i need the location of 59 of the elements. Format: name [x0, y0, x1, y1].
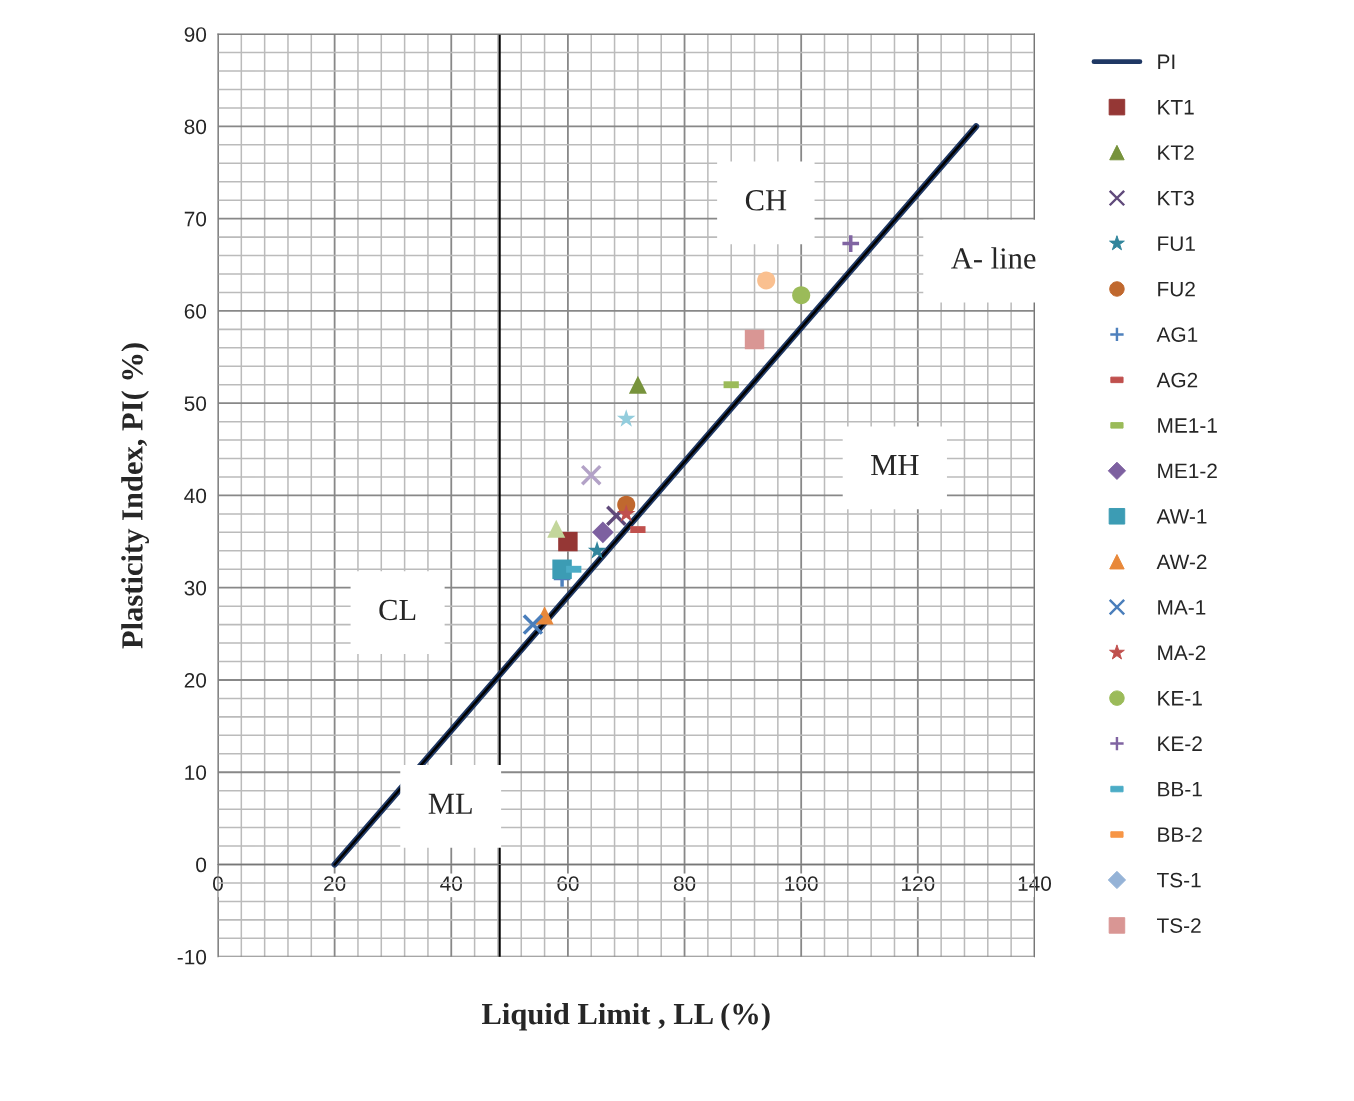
- legend-label: TS-2: [1157, 918, 1201, 933]
- y-tick-label: 10: [185, 765, 207, 780]
- y-tick-label: 80: [184, 119, 207, 135]
- point: [547, 519, 566, 538]
- x-tick-label: 20: [324, 876, 346, 891]
- point: [605, 504, 628, 527]
- legend-label: FU1: [1158, 236, 1195, 251]
- point: [628, 375, 647, 394]
- x-tick-label: 40: [440, 876, 463, 891]
- legend-label: KE-1: [1158, 691, 1202, 706]
- x-tick-label: 80: [673, 876, 696, 891]
- x-tick-label: 0: [213, 876, 223, 891]
- annotation: MH: [871, 455, 919, 476]
- legend-label: AW-1: [1156, 509, 1207, 524]
- y-tick-label: 60: [184, 303, 207, 319]
- y-tick-label: -10: [177, 949, 207, 965]
- point: [757, 271, 776, 290]
- legend-label: BB-1: [1158, 782, 1202, 797]
- legend-label: KT2: [1158, 145, 1194, 160]
- legend-label: KT1: [1158, 100, 1194, 115]
- legend-label: AG2: [1156, 372, 1198, 388]
- point: [522, 613, 544, 636]
- y-tick-label: 20: [184, 672, 207, 688]
- y-axis-title: Plasticity Index, PI( %): [121, 343, 149, 649]
- legend-label: AW-2: [1156, 554, 1207, 570]
- legend-label: MA-2: [1158, 645, 1206, 660]
- y-tick-label: 0: [196, 857, 207, 873]
- annotation: A- line: [951, 247, 1036, 269]
- x-axis-title: Liquid Limit , LL (%): [482, 1002, 770, 1031]
- y-tick-label: 90: [184, 27, 207, 42]
- y-tick-label: 70: [184, 211, 207, 227]
- legend-label: ME1-1: [1158, 418, 1217, 433]
- legend-label: MA-1: [1158, 600, 1206, 615]
- y-tick-label: 50: [184, 396, 207, 411]
- point: [616, 409, 636, 427]
- point: [744, 329, 765, 350]
- annotation: CL: [379, 599, 416, 621]
- y-tick-label: 30: [184, 580, 207, 596]
- legend-label: PI: [1158, 54, 1175, 69]
- legend-label: ME1-2: [1158, 463, 1217, 479]
- legend-label: FU2: [1158, 281, 1195, 297]
- point: [592, 521, 614, 544]
- legend-label: AG1: [1156, 327, 1198, 342]
- legend-label: BB-2: [1158, 827, 1202, 842]
- x-tick-label: 100: [785, 876, 818, 891]
- y-tick-label: 40: [184, 488, 207, 504]
- x-tick-label: 60: [557, 876, 579, 891]
- point: [616, 504, 636, 522]
- legend-label: TS-1: [1157, 872, 1201, 888]
- x-tick-label: 120: [902, 876, 935, 891]
- point: [840, 233, 861, 254]
- point: [792, 286, 811, 305]
- annotation: CH: [745, 190, 787, 211]
- point: [587, 541, 607, 559]
- legend-label: KE-2: [1158, 736, 1202, 751]
- point: [580, 464, 602, 486]
- annotation: ML: [428, 793, 472, 814]
- legend-label: KT3: [1158, 190, 1194, 206]
- point: [558, 531, 578, 552]
